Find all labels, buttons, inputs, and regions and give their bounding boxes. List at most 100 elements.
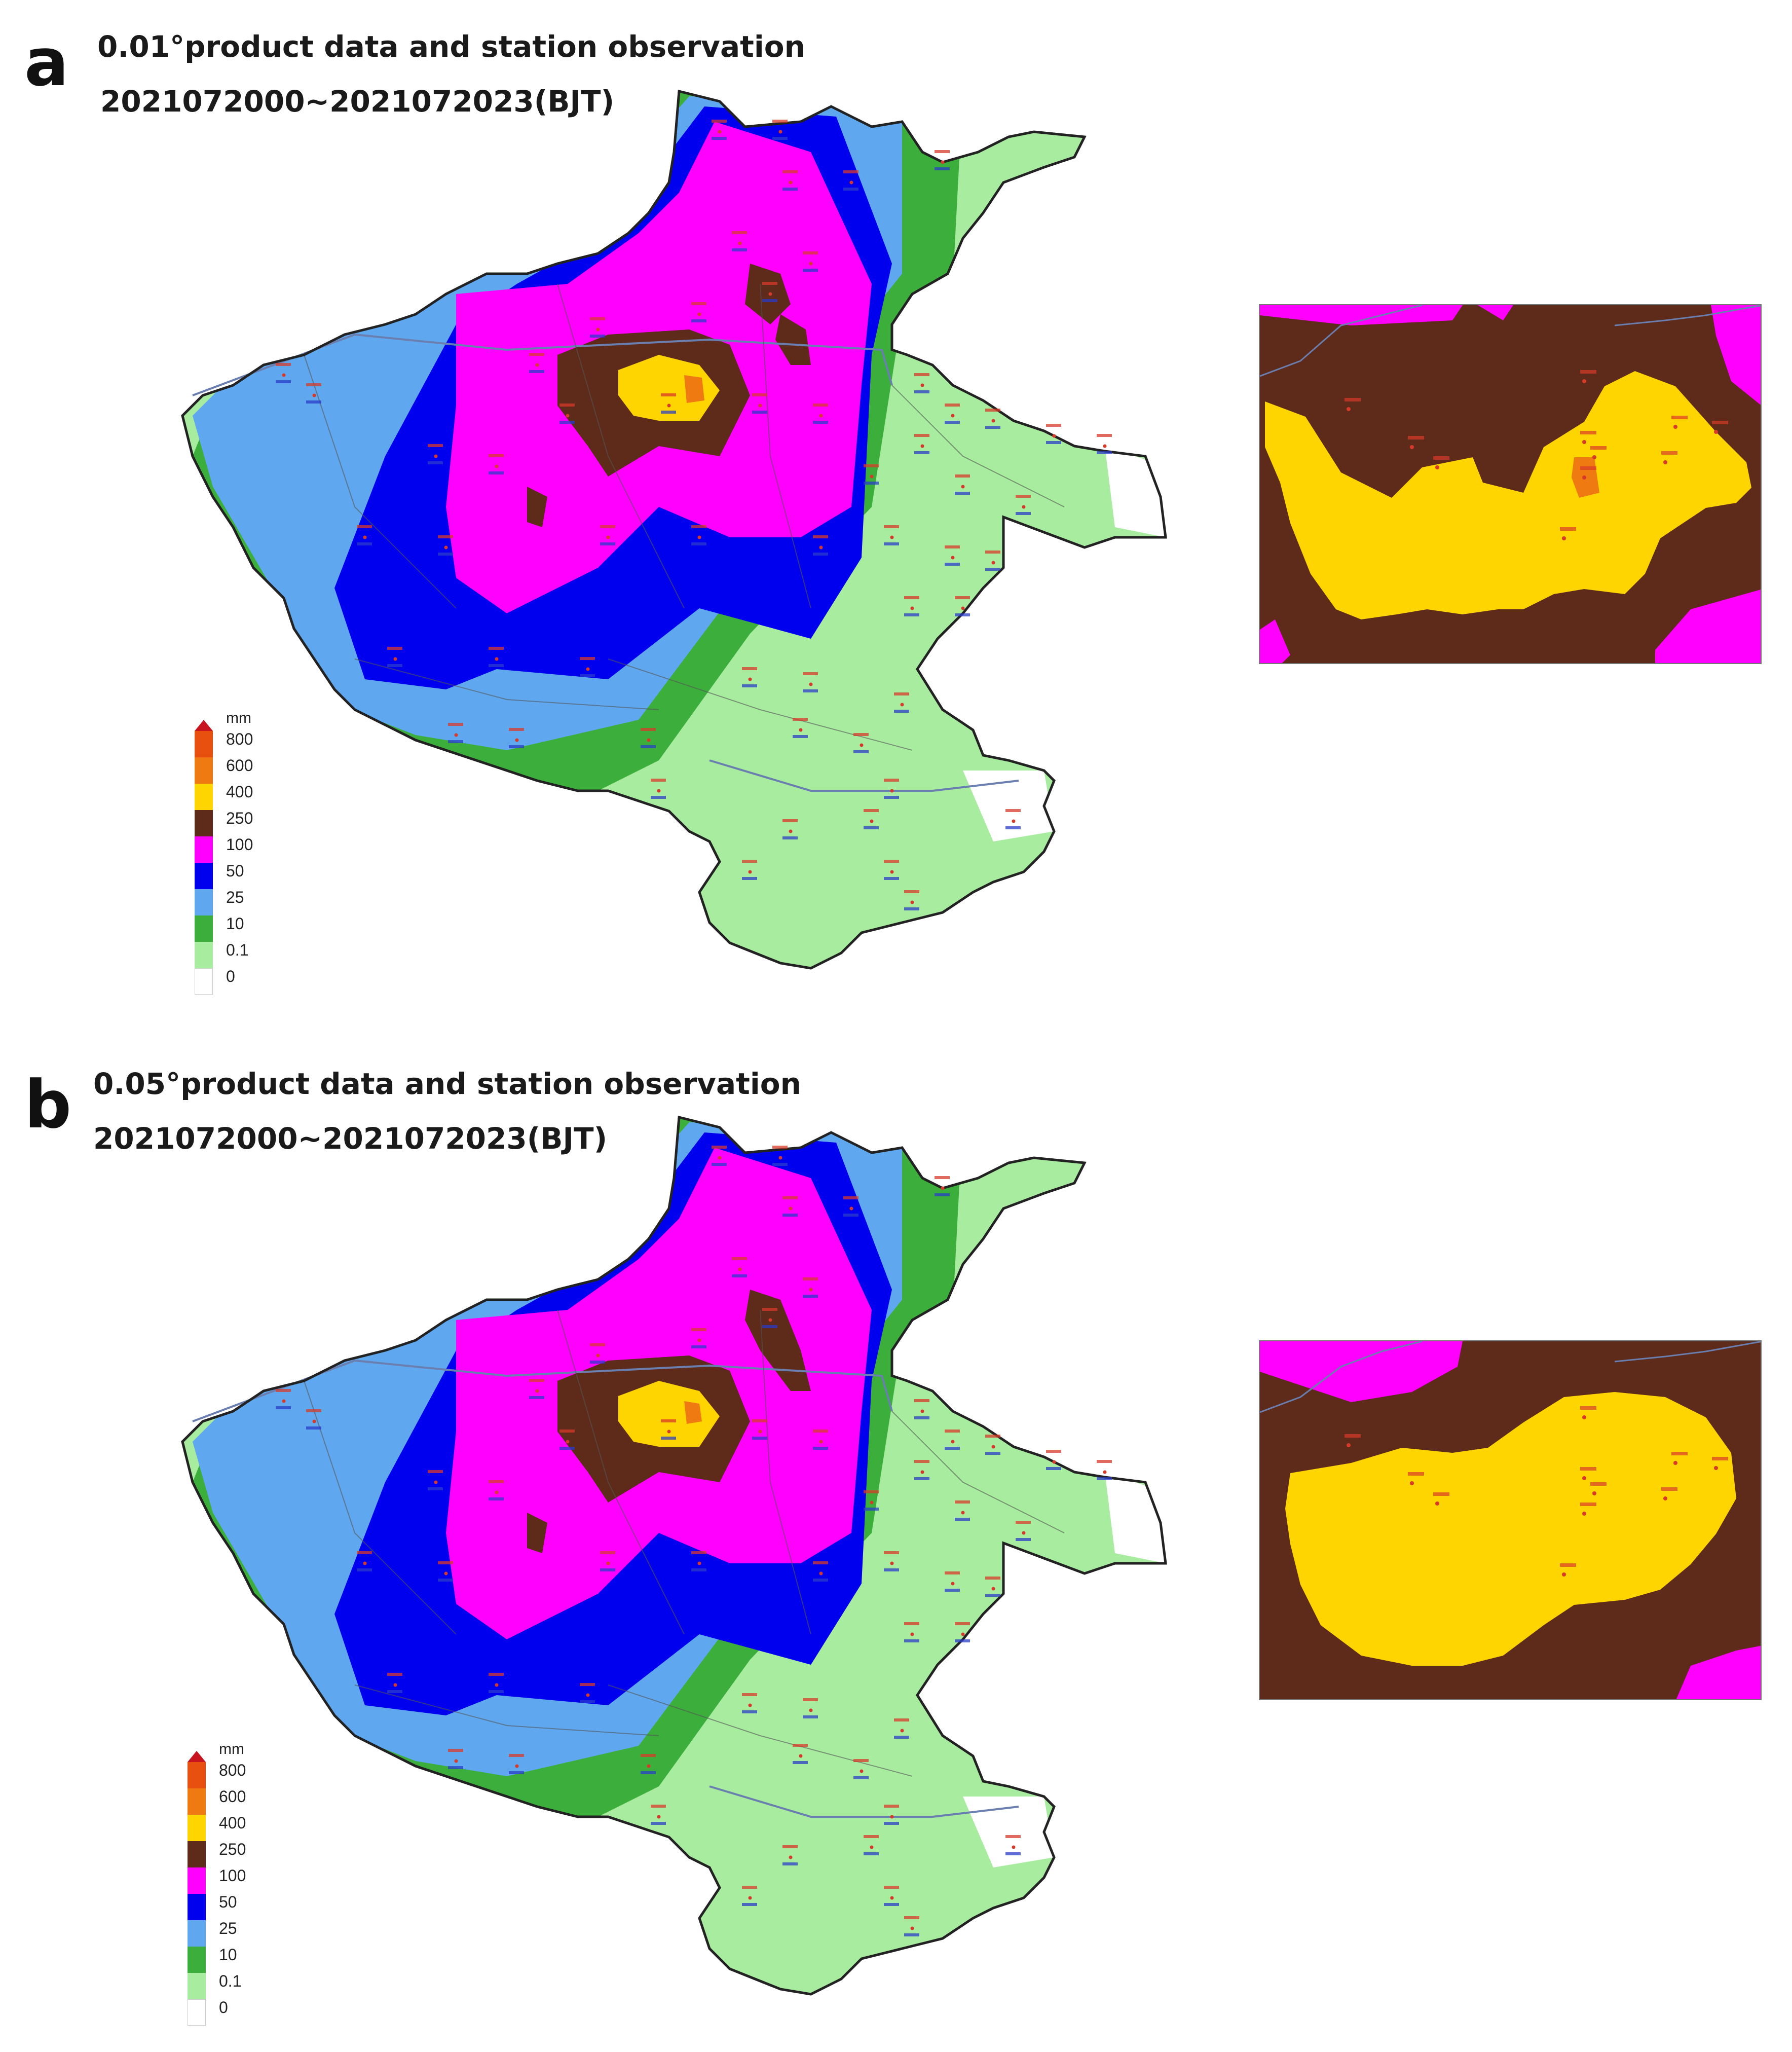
station-value-smudge <box>1016 495 1031 498</box>
station-marker <box>991 419 995 423</box>
station-value-smudge <box>580 1683 595 1686</box>
legend-box-0-1 <box>188 1973 206 1999</box>
station-marker <box>657 1815 661 1819</box>
station-value-smudge <box>357 1551 372 1554</box>
station-marker <box>890 1561 894 1565</box>
station-name-smudge <box>387 664 402 667</box>
inset-magenta-area <box>1655 590 1761 663</box>
legend-label-0: 0 <box>219 1998 228 2017</box>
station-marker <box>1714 1466 1718 1470</box>
station-name-smudge <box>884 542 899 545</box>
station-value-smudge <box>600 525 615 528</box>
station-marker <box>951 1582 955 1586</box>
station-name-smudge <box>742 684 757 687</box>
station-marker <box>393 1683 397 1687</box>
station-marker <box>890 535 894 539</box>
station-value-smudge <box>691 302 706 305</box>
station-marker <box>606 1561 610 1565</box>
station-name-smudge <box>600 542 615 545</box>
station-value-smudge <box>529 1379 544 1382</box>
station-marker <box>495 1490 499 1494</box>
station-marker <box>282 373 286 377</box>
station-marker <box>1673 425 1677 429</box>
station-marker <box>657 789 661 793</box>
station-marker <box>890 870 894 874</box>
station-value-smudge <box>742 667 757 670</box>
station-marker <box>647 1764 651 1768</box>
station-value-smudge <box>843 170 858 173</box>
station-name-smudge <box>276 380 291 383</box>
station-marker <box>515 1764 519 1768</box>
station-value-smudge <box>945 1571 960 1574</box>
station-name-smudge <box>772 1163 788 1166</box>
station-marker <box>566 414 570 418</box>
station-marker <box>860 743 864 747</box>
station-name-smudge <box>529 370 544 373</box>
station-value-smudge <box>1712 421 1728 424</box>
station-marker <box>789 1855 793 1859</box>
station-value-smudge <box>590 1343 605 1346</box>
station-value-smudge <box>803 1277 818 1280</box>
station-name-smudge <box>945 421 960 424</box>
inset-station-markers <box>1345 1406 1728 1577</box>
station-marker <box>789 1206 793 1211</box>
station-name-smudge <box>509 745 524 748</box>
station-marker <box>1582 379 1586 383</box>
station-marker <box>920 1409 924 1413</box>
inset-rivers <box>1260 1341 1761 1413</box>
station-value-smudge <box>1580 431 1596 434</box>
station-marker <box>809 682 813 686</box>
station-value-smudge <box>1433 1492 1449 1496</box>
station-marker <box>1012 1845 1016 1849</box>
station-name-smudge <box>691 1568 706 1571</box>
station-marker <box>799 728 803 732</box>
station-marker <box>748 677 752 681</box>
station-name-smudge <box>742 1903 757 1906</box>
station-value-smudge <box>1016 1521 1031 1524</box>
station-marker <box>758 404 762 408</box>
station-name-smudge <box>884 796 899 799</box>
station-value-smudge <box>985 1577 1000 1580</box>
station-name-smudge <box>712 1163 727 1166</box>
station-marker <box>941 1186 945 1190</box>
station-value-smudge <box>1433 456 1449 460</box>
station-value-smudge <box>803 1698 818 1701</box>
station-name-smudge <box>1097 451 1112 454</box>
legend-box-10 <box>195 915 213 942</box>
inset-magenta-area <box>1676 1645 1761 1699</box>
station-marker <box>1347 407 1351 411</box>
station-value-smudge <box>509 1754 524 1757</box>
county-boundaries <box>304 283 1065 751</box>
station-value-smudge <box>894 1718 909 1721</box>
precipitation-map <box>181 89 1167 970</box>
station-name-smudge <box>803 269 818 272</box>
station-value-smudge <box>691 1328 706 1331</box>
station-value-smudge <box>782 170 798 173</box>
station-name-smudge <box>803 1295 818 1298</box>
station-name-smudge <box>864 826 879 829</box>
station-value-smudge <box>590 317 605 320</box>
station-name-smudge <box>1046 1467 1061 1470</box>
station-value-smudge <box>894 692 909 695</box>
station-marker <box>515 738 519 742</box>
panel-b: b 0.05°product data and station observat… <box>0 1026 1792 2052</box>
station-value-smudge <box>1580 370 1596 374</box>
station-name-smudge <box>853 1776 869 1779</box>
station-name-smudge <box>489 1497 504 1500</box>
station-name-smudge <box>509 1771 524 1774</box>
station-value-smudge <box>752 393 767 396</box>
station-marker <box>393 657 397 661</box>
panel-a: a 0.01°product data and station observat… <box>24 29 1762 995</box>
station-value-smudge <box>600 1551 615 1554</box>
station-marker <box>961 606 965 610</box>
station-value-smudge <box>985 1435 1000 1438</box>
station-value-smudge <box>1005 809 1021 812</box>
station-name-smudge <box>651 796 666 799</box>
station-name-smudge <box>945 1589 960 1592</box>
province-boundary <box>181 1115 1167 1996</box>
station-name-smudge <box>935 1193 950 1196</box>
station-marker <box>809 1708 813 1712</box>
legend-label-800: 800 <box>219 1761 246 1779</box>
zoom-inset <box>1259 1340 1762 1700</box>
zoom-inset-map <box>1260 1341 1761 1699</box>
